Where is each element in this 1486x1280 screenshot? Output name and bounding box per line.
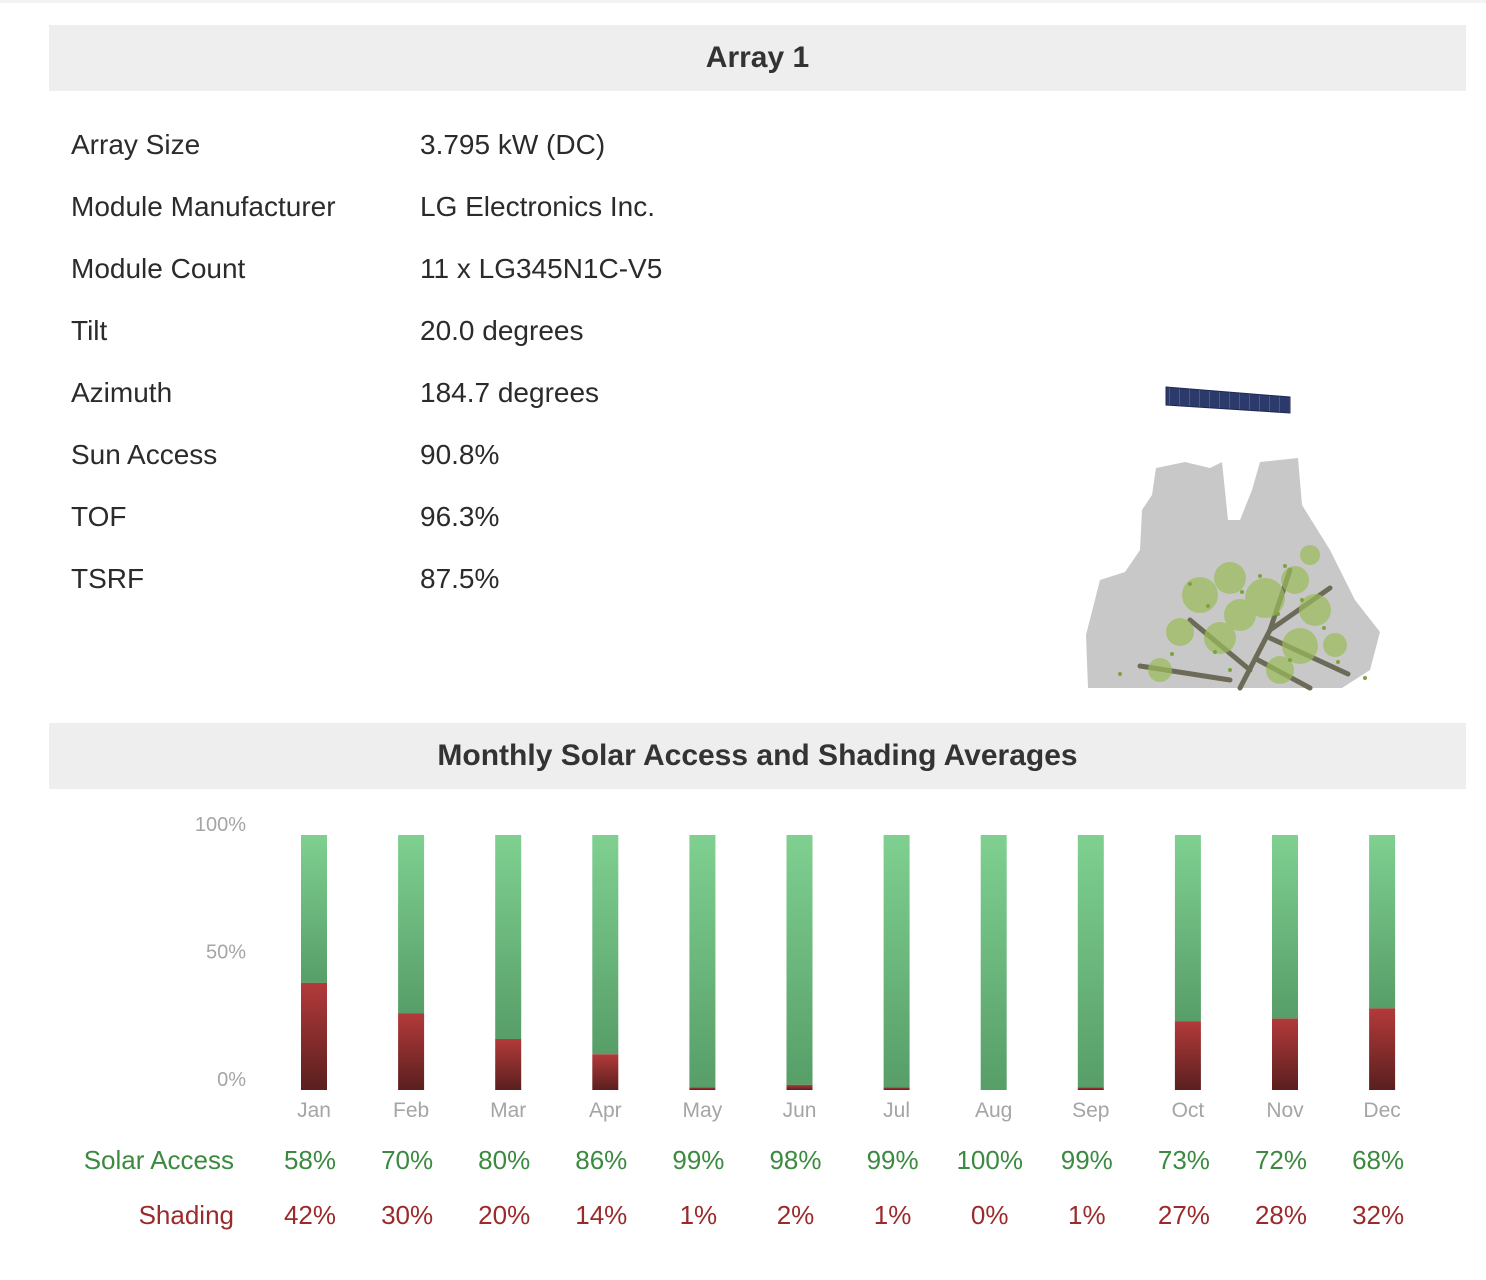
bar-shading-feb [398,1013,425,1090]
x-tick-label: Nov [1266,1099,1304,1122]
x-tick-label: Jun [783,1099,817,1122]
property-label: Sun Access [71,439,218,470]
shading-value: 1% [873,1200,912,1230]
x-tick-label: Jan [297,1099,331,1122]
x-tick-label: Feb [393,1099,429,1122]
x-tick-label: Aug [975,1099,1012,1122]
bar-solar-access-mar [495,835,522,1039]
bar-shading-oct [1174,1021,1201,1090]
solar-access-value: 98% [769,1145,822,1175]
property-value: 11 x LG345N1C-V5 [420,253,663,284]
solar-access-value: 80% [478,1145,531,1175]
bar-shading-mar [495,1039,522,1090]
y-tick-label: 100% [195,814,246,836]
shading-value: 28% [1254,1200,1308,1230]
property-label: Tilt [71,315,108,346]
x-axis: Jan Feb Mar Apr May Jun Jul Aug Sep Oct Nov Dec [297,1099,1401,1122]
shading-row: Shading 42% 30% 20% 14% 1% 2% 1% 0% 1% 27% 28% 32% [0,1190,1486,1240]
property-value: 184.7 degrees [420,377,600,408]
y-axis: 100% 50% 0% [195,814,246,1091]
solar-access-value: 99% [1060,1145,1113,1175]
y-tick-label: 0% [217,1069,246,1091]
bar-shading-nov [1272,1018,1298,1090]
chart-title: Monthly Solar Access and Shading Average… [437,739,1078,772]
solar-access-value: 68% [1352,1145,1405,1175]
bar-solar-access-jul [883,835,910,1088]
property-label: Module Manufacturer [71,191,336,222]
y-tick-label: 50% [206,942,246,964]
bar-solar-access-may [689,835,716,1088]
bar-shading-dec [1369,1008,1396,1090]
shading-value: 1% [1068,1200,1106,1230]
bar-solar-access-oct [1174,835,1201,1022]
bar-solar-access-jun [786,835,813,1085]
solar-access-value: 99% [866,1145,919,1175]
x-tick-label: Apr [589,1099,622,1122]
shading-value: 42% [283,1200,337,1230]
bar-solar-access-sep [1077,835,1104,1088]
array-section-header: Array 1 [49,25,1466,91]
shading-value: 1% [679,1200,718,1230]
solar-access-value: 58% [283,1145,337,1175]
solar-access-value: 70% [381,1145,434,1175]
top-divider [0,0,1486,3]
monthly-bar-chart: 100% 50% 0% Jan Feb Mar Apr May Jun Jul Aug Sep Oct… [195,814,1401,1122]
bar-solar-access-aug [980,835,1007,1090]
property-value: 20.0 degrees [420,315,584,346]
shading-value: 27% [1157,1200,1210,1230]
property-value: 96.3% [420,501,500,532]
solar-access-label: Solar Access [83,1145,234,1175]
x-tick-label: Oct [1172,1099,1205,1122]
shading-value: 30% [381,1200,434,1230]
property-value: 3.795 kW (DC) [420,129,606,160]
bar-shading-jul [883,1087,910,1090]
tree-icon [1118,545,1367,691]
bar-shading-may [689,1087,716,1090]
bar-solar-access-dec [1369,835,1396,1009]
property-value: 87.5% [420,563,500,594]
x-tick-label: Jul [883,1099,910,1122]
bars [301,835,1396,1090]
solar-access-value: 73% [1157,1145,1210,1175]
solar-access-value: 72% [1254,1145,1308,1175]
x-tick-label: Sep [1072,1099,1109,1122]
shading-label: Shading [138,1200,234,1230]
x-tick-label: Dec [1363,1099,1400,1122]
shading-value: 20% [478,1200,531,1230]
monthly-stats-table: Solar Access 58% 70% 80% 86% 99% 98% 99% 100% 99… [0,1135,1486,1255]
bar-solar-access-jan [301,835,327,983]
x-tick-label: May [683,1099,723,1122]
property-label: TOF [71,501,127,532]
shading-value: 14% [575,1200,628,1230]
bar-shading-sep [1077,1087,1104,1090]
property-label: TSRF [71,563,145,594]
solar-access-value: 99% [672,1145,725,1175]
solar-access-row: Solar Access 58% 70% 80% 86% 99% 98% 99% 100% 99… [0,1135,1486,1185]
x-tick-label: Mar [490,1099,526,1122]
shading-value: 0% [970,1200,1009,1230]
bar-solar-access-feb [398,835,425,1014]
bar-shading-apr [592,1054,619,1090]
bar-shading-jan [301,982,327,1090]
property-label: Azimuth [71,377,173,408]
chart-section-header: Monthly Solar Access and Shading Average… [49,723,1466,789]
bar-solar-access-apr [592,835,619,1055]
shading-value: 32% [1352,1200,1405,1230]
property-value: LG Electronics Inc. [420,191,655,222]
property-label: Module Count [71,253,246,284]
shading-value: 2% [776,1200,815,1230]
array-title: Array 1 [705,41,810,74]
property-label: Array Size [71,129,201,160]
bar-solar-access-nov [1272,835,1298,1019]
bar-shading-jun [786,1084,813,1090]
solar-access-value: 86% [575,1145,628,1175]
roof-model-image [1086,386,1380,691]
property-value: 90.8% [420,439,500,470]
solar-access-value: 100% [956,1145,1023,1175]
solar-panel-icon [1165,386,1291,414]
